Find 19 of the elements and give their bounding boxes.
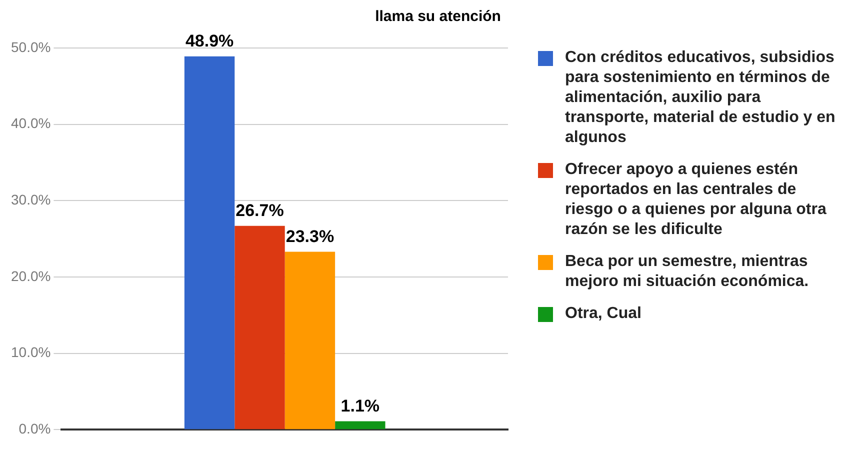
legend-label: Ofrecer apoyo a quienes estén reportados en las centrales de riesgo o a quienes por alguna otra razón se les dificulte [565,160,828,240]
legend-label: Con créditos educativos, subsidios para sostenimiento en términos de alimentación, auxilio para transporte, material de estudio y en algunos [565,48,836,148]
y-tick-label: 40.0% [10,115,51,132]
bar [234,226,285,430]
text: 26.7% [236,201,284,220]
legend-label: Otra, Cual [565,304,642,324]
legend-label: Beca por un semestre, mientras mejoro mi situación económica. [565,252,810,292]
y-tick-label: 0.0% [18,420,51,436]
chart-title: llama su atención [374,8,502,25]
y-tick-label: 20.0% [10,268,51,284]
bar [335,421,386,430]
y-tick-label: 10.0% [10,344,51,360]
y-tick-label: 30.0% [10,192,51,208]
text: 23.3% [286,226,334,246]
text: 48.9% [185,32,234,51]
bar [184,56,235,430]
y-tick-label: 50.0% [10,38,51,55]
text: 1.1% [340,396,380,416]
bar [284,252,336,430]
